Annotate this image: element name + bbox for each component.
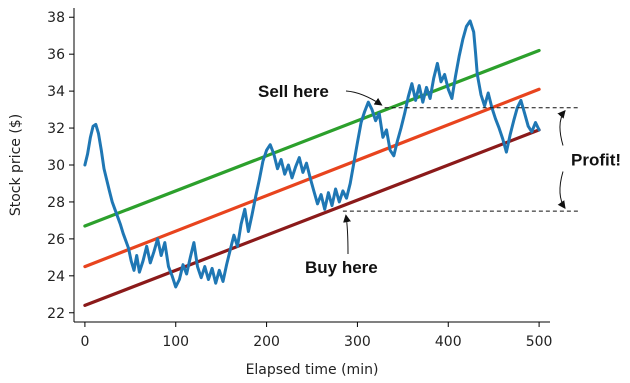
profit-arrow-down xyxy=(557,171,566,209)
y-tick-label: 30 xyxy=(47,158,65,174)
lower-trend-line xyxy=(83,128,541,307)
x-axis-title: Elapsed time (min) xyxy=(246,362,379,378)
annotation-layer: Sell here Buy here Profit! xyxy=(258,82,621,277)
x-tick-label: 400 xyxy=(435,334,462,350)
y-tick-label: 24 xyxy=(47,269,65,285)
upper-trend-line xyxy=(83,48,541,228)
y-tick-label: 26 xyxy=(47,232,65,248)
price-series-line xyxy=(83,19,541,289)
x-tick-label: 300 xyxy=(344,334,371,350)
buy-arrow xyxy=(343,214,351,255)
x-tick-label: 500 xyxy=(526,334,553,350)
x-tick-label: 200 xyxy=(253,334,280,350)
x-tick-label: 100 xyxy=(162,334,189,350)
x-tick-label: 0 xyxy=(80,334,89,350)
y-tick-label: 38 xyxy=(47,10,65,26)
y-tick-label: 36 xyxy=(47,47,65,63)
y-tick-label: 34 xyxy=(47,84,65,100)
profit-arrow-up xyxy=(557,109,566,146)
ticks-layer: 0 100 200 300 400 500 22 24 26 28 30 32 34 36 38 xyxy=(47,10,552,350)
y-tick-label: 32 xyxy=(47,121,65,137)
profit-label: Profit! xyxy=(571,150,621,169)
y-tick-label: 22 xyxy=(47,306,65,322)
sell-arrow xyxy=(345,90,383,106)
middle-trend-line xyxy=(83,87,541,269)
series-layer xyxy=(83,19,541,307)
y-tick-label: 28 xyxy=(47,195,65,211)
buy-here-label: Buy here xyxy=(305,258,378,277)
y-axis-title: Stock price ($) xyxy=(8,114,24,216)
sell-here-label: Sell here xyxy=(258,82,329,101)
